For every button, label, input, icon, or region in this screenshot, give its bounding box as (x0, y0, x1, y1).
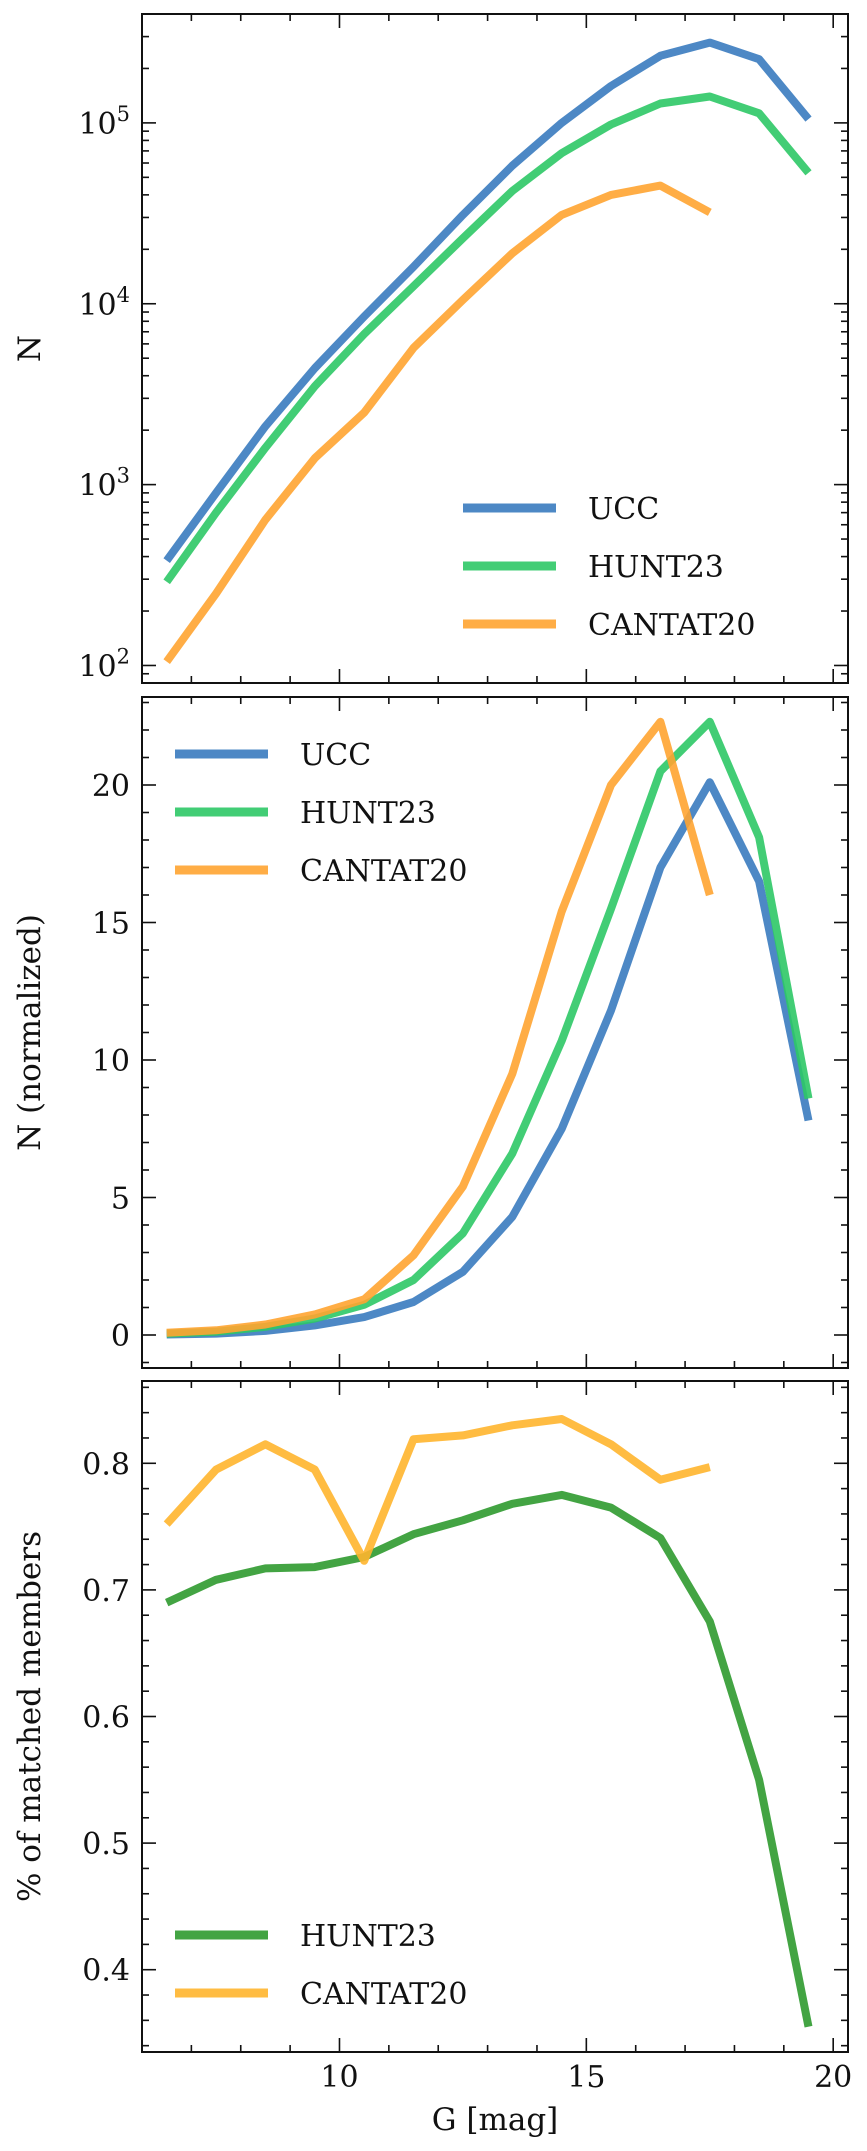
legend-label-hunt23: HUNT23 (300, 1919, 436, 1954)
y-tick-label: 104 (78, 283, 130, 323)
series-line-cantat20 (166, 717, 714, 1337)
y-tick-label: 0 (111, 1319, 130, 1354)
y-tick-label: 105 (78, 102, 130, 142)
legend-label-ucc: UCC (588, 492, 659, 527)
series-line-ucc (163, 38, 812, 563)
series-line-cantat20 (163, 1415, 711, 1565)
plot-frame (141, 696, 849, 1369)
x-axis-label: G [mag] (432, 2102, 559, 2138)
series-line-cantat20 (163, 181, 712, 664)
legend: UCC HUNT23 CANTAT20 (175, 738, 467, 889)
series-line-ucc (166, 778, 813, 1339)
y-tick-label: 0.5 (82, 1827, 130, 1862)
x-tick-label: 10 (320, 2060, 358, 2095)
legend-label-hunt23: HUNT23 (300, 796, 436, 831)
legend-label-cantat20: CANTAT20 (588, 608, 755, 643)
legend: HUNT23 CANTAT20 (175, 1919, 467, 2012)
series-line-hunt23 (165, 1490, 813, 2028)
panel-matched-members: 10 15 20 0.4 0.5 0.6 0.7 0.8 HUNT23 CANTAT20 % of … (12, 1380, 852, 2138)
legend-label-hunt23: HUNT23 (588, 550, 724, 585)
legend: UCC HUNT23 CANTAT20 (463, 492, 755, 643)
y-tick-label: 102 (78, 644, 130, 684)
plot-frame (141, 1380, 849, 2053)
y-tick-label: 0.8 (82, 1447, 130, 1482)
panel-counts-log: 102 103 104 105 UCC HUNT23 CANTAT20 N (12, 13, 849, 684)
y-tick-label: 10 (92, 1044, 130, 1079)
x-tick-label: 15 (567, 2060, 605, 2095)
series-line-hunt23 (163, 92, 812, 585)
y-tick-label: 15 (92, 907, 130, 942)
y-tick-label: 0.4 (82, 1954, 130, 1989)
plot-frame (141, 13, 849, 684)
legend-label-cantat20: CANTAT20 (300, 1977, 467, 2012)
y-axis-label: N (normalized) (12, 914, 48, 1151)
y-tick-label: 0.7 (82, 1574, 130, 1609)
y-tick-label: 20 (92, 769, 130, 804)
y-tick-label: 5 (111, 1182, 130, 1217)
y-axis-label: N (12, 335, 48, 362)
x-tick-label: 20 (814, 2060, 852, 2095)
y-tick-label: 0.6 (82, 1701, 130, 1736)
y-tick-label: 103 (78, 464, 130, 504)
panel-normalized-counts: 0 5 10 15 20 UCC HUNT23 CANTAT20 N (normalized) (12, 696, 849, 1369)
y-axis-label: % of matched members (12, 1531, 48, 1902)
legend-label-ucc: UCC (300, 738, 371, 773)
legend-label-cantat20: CANTAT20 (300, 854, 467, 889)
